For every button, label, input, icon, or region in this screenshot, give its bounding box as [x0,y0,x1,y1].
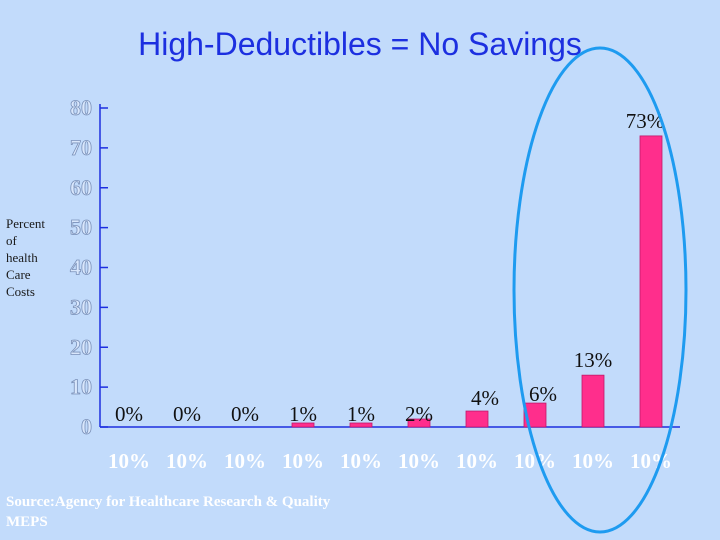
y-tick-label: 20 [70,334,92,359]
bar-data-label: 13% [574,348,613,372]
y-axis-label-line: Percent [6,216,45,231]
source-note: Source:Agency for Healthcare Research & … [6,492,330,532]
y-tick-label: 70 [70,135,92,160]
bar-data-label: 1% [289,402,317,426]
bar-data-label: 0% [115,402,143,426]
bar-data-label: 1% [347,402,375,426]
y-axis-label-line: of [6,233,17,248]
bar [349,422,373,428]
bar [523,402,547,428]
x-tick-label: 10% [398,449,440,473]
y-tick-label: 80 [70,95,92,120]
x-tick-label: 10% [456,449,498,473]
x-tick-label: 10% [282,449,324,473]
y-tick-label: 60 [70,175,92,200]
bar [639,135,663,428]
bar-data-label: 0% [173,402,201,426]
y-axis-label-line: Care [6,267,31,282]
y-tick-label: 50 [70,215,92,240]
bar-data-label: 6% [529,382,557,406]
bar-data-label: 4% [471,386,499,410]
bar [407,418,431,428]
bar [581,374,605,428]
bar [291,422,315,428]
highlight-ellipse [512,46,688,534]
y-tick-label: 0 [81,414,92,439]
x-tick-label: 10% [224,449,266,473]
x-tick-label: 10% [572,449,614,473]
y-tick-label: 30 [70,294,92,319]
x-tick-label: 10% [340,449,382,473]
x-tick-label: 10% [630,449,672,473]
y-tick-label: 40 [70,255,92,280]
chart-title: High-Deductibles = No Savings [138,26,582,62]
y-axis-label-line: health [6,250,38,265]
bar-data-label: 2% [405,402,433,426]
y-axis-label: Percent of health Care Costs [6,215,64,300]
bar [465,410,489,428]
x-tick-label: 10% [108,449,150,473]
bar-data-label: 0% [231,402,259,426]
y-axis-label-line: Costs [6,284,35,299]
source-line: MEPS [6,514,48,530]
x-tick-label: 10% [166,449,208,473]
source-line: Source:Agency for Healthcare Research & … [6,494,331,510]
y-tick-label: 10 [70,374,92,399]
